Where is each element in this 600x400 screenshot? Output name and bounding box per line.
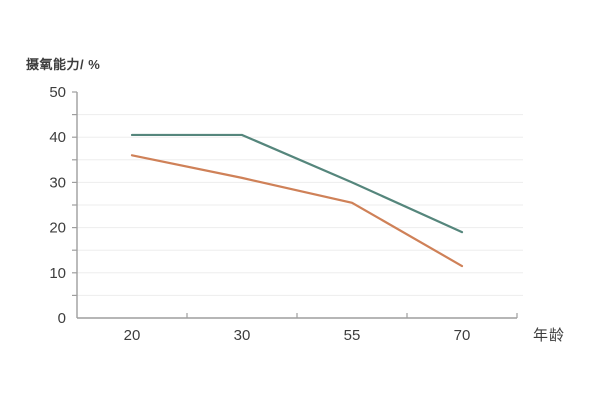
y-tick-label: 30 [49, 174, 66, 191]
y-tick-label: 20 [49, 220, 66, 237]
x-tick-label: 20 [124, 327, 141, 344]
x-tick-label: 30 [234, 327, 251, 344]
x-tick-label: 70 [454, 327, 471, 344]
y-tick-label: 0 [58, 310, 66, 327]
x-tick-label: 55 [344, 327, 361, 344]
x-axis-label: 年龄 [533, 327, 566, 344]
y-tick-label: 10 [49, 265, 66, 282]
chart-title: 摄氧能力/ % [26, 57, 101, 72]
teal-line [130, 133, 464, 234]
y-tick-label: 40 [49, 129, 66, 146]
orange-line [130, 154, 464, 268]
y-tick-label: 50 [49, 84, 66, 101]
